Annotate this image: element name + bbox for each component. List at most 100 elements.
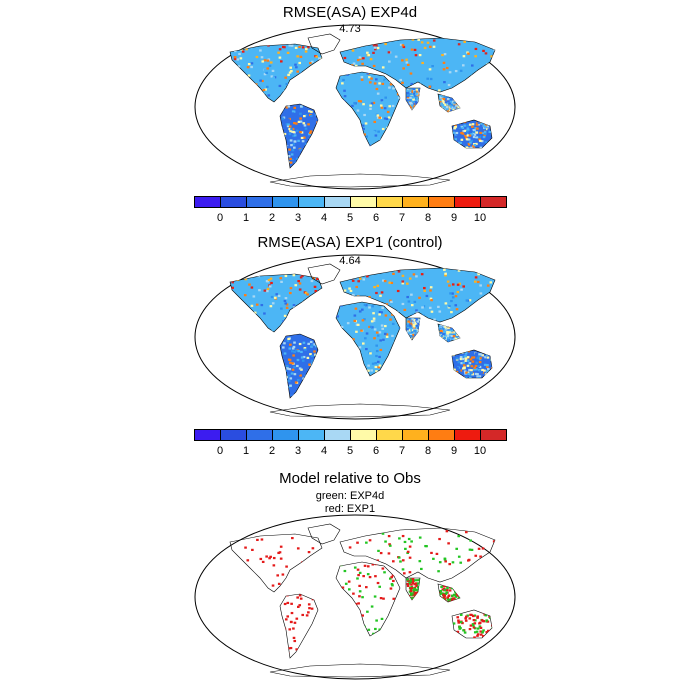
grid-cell — [482, 121, 485, 123]
grid-cell — [420, 332, 423, 334]
grid-cell — [467, 360, 470, 362]
grid-cell — [277, 52, 280, 54]
grid-cell — [302, 375, 305, 377]
grid-cell — [230, 89, 233, 91]
grid-cell — [444, 341, 447, 343]
grid-cell — [453, 600, 456, 602]
grid-cell — [358, 128, 361, 130]
grid-cell — [471, 64, 474, 66]
grid-cell — [406, 283, 409, 285]
grid-cell — [388, 87, 391, 89]
grid-cell — [439, 107, 442, 109]
grid-cell — [280, 382, 283, 384]
grid-cell — [414, 599, 417, 601]
grid-cell — [343, 558, 346, 560]
grid-cell — [416, 579, 419, 581]
grid-cell — [302, 360, 305, 362]
grid-cell — [453, 594, 456, 596]
grid-cell — [430, 78, 433, 80]
grid-cell — [484, 131, 487, 133]
grid-cell — [316, 107, 319, 109]
grid-cell — [447, 112, 450, 114]
grid-cell — [341, 82, 344, 84]
grid-cell — [352, 49, 355, 51]
grid-cell — [301, 159, 304, 161]
grid-cell — [313, 386, 316, 388]
grid-cell — [283, 647, 286, 649]
grid-cell — [304, 647, 307, 649]
grid-cell — [419, 93, 422, 95]
grid-cell — [408, 332, 411, 334]
grid-cell — [317, 141, 320, 143]
grid-cell — [413, 108, 416, 110]
grid-cell — [470, 358, 473, 360]
colorbar-tick-label: 2 — [269, 445, 275, 457]
grid-cell — [348, 47, 351, 49]
grid-cell — [237, 311, 240, 313]
grid-cell — [396, 123, 399, 125]
grid-cell — [412, 110, 415, 112]
grid-cell — [250, 66, 253, 68]
grid-cell — [417, 336, 420, 338]
grid-cell — [374, 575, 377, 577]
grid-cell — [299, 367, 302, 369]
grid-cell — [381, 99, 384, 101]
grid-cell — [457, 291, 460, 293]
grid-cell — [372, 363, 375, 365]
grid-cell — [302, 158, 305, 160]
grid-cell — [259, 49, 262, 51]
grid-cell — [377, 72, 380, 74]
grid-cell — [306, 614, 309, 616]
grid-cell — [353, 320, 356, 322]
grid-cell — [475, 362, 478, 364]
grid-cell — [343, 347, 346, 349]
grid-cell — [355, 65, 358, 67]
grid-cell — [458, 142, 461, 144]
grid-cell — [291, 323, 294, 325]
grid-cell — [301, 137, 304, 139]
grid-cell — [457, 325, 460, 327]
grid-cell — [411, 331, 414, 333]
grid-cell — [281, 160, 284, 162]
grid-cell — [265, 302, 268, 304]
grid-cell — [439, 601, 442, 603]
grid-cell — [306, 379, 309, 381]
colorbar-swatch — [480, 429, 507, 441]
grid-cell — [289, 292, 292, 294]
grid-cell — [345, 39, 348, 41]
grid-cell — [452, 283, 455, 285]
grid-cell — [317, 617, 320, 619]
grid-cell — [319, 317, 322, 319]
grid-cell — [489, 42, 492, 44]
grid-cell — [275, 293, 278, 295]
grid-cell — [303, 118, 306, 120]
grid-cell — [282, 324, 285, 326]
grid-cell — [483, 120, 486, 122]
grid-cell — [361, 76, 364, 78]
grid-cell — [344, 57, 347, 59]
grid-cell — [448, 585, 451, 587]
grid-cell — [414, 338, 417, 340]
grid-cell — [317, 597, 320, 599]
grid-cell — [361, 596, 364, 598]
grid-cell — [254, 100, 257, 102]
grid-cell — [366, 52, 369, 54]
colorbar-swatch — [402, 429, 429, 441]
grid-cell — [384, 540, 387, 542]
grid-cell — [469, 124, 472, 126]
grid-cell — [419, 327, 422, 329]
grid-cell — [314, 286, 317, 288]
grid-cell — [467, 373, 470, 375]
grid-cell — [288, 647, 291, 649]
grid-cell — [480, 572, 483, 574]
grid-cell — [388, 552, 391, 554]
grid-cell — [308, 389, 311, 391]
grid-cell — [459, 147, 462, 149]
grid-cell — [487, 75, 490, 77]
grid-cell — [280, 393, 283, 395]
grid-cell — [471, 365, 474, 367]
grid-cell — [440, 586, 443, 588]
grid-cell — [294, 373, 297, 375]
grid-cell — [287, 379, 290, 381]
grid-cell — [458, 104, 461, 106]
